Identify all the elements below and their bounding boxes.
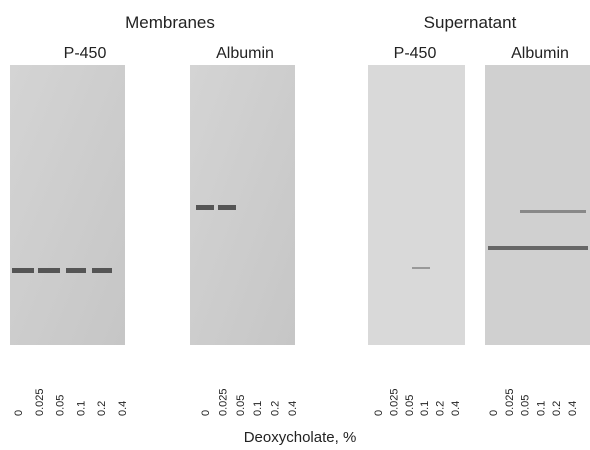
lane-label: 0 — [13, 410, 25, 416]
lane-label: 0.025 — [504, 388, 516, 416]
lane-label: 0.05 — [55, 395, 67, 416]
gel-panel — [368, 65, 465, 345]
figure: MembranesP-45000.0250.050.10.20.4Albumin… — [0, 0, 590, 450]
lane-label: 0.1 — [75, 401, 87, 416]
band — [520, 210, 586, 213]
lane-label: 0.4 — [117, 401, 129, 416]
group-title: Supernatant — [424, 13, 517, 32]
panel-label: Albumin — [216, 45, 274, 62]
panel-label: P-450 — [64, 45, 107, 62]
lane-label: 0.025 — [388, 388, 400, 416]
band — [38, 268, 60, 273]
lane-label: 0.2 — [270, 401, 282, 416]
lane-label: 0.025 — [217, 388, 229, 416]
gel-panel — [485, 65, 590, 345]
band — [196, 205, 214, 210]
lane-label: 0.2 — [435, 401, 447, 416]
lane-label: 0 — [200, 410, 212, 416]
lane-label: 0.1 — [419, 401, 431, 416]
band — [218, 205, 236, 210]
band — [92, 268, 112, 273]
lane-label: 0.2 — [551, 401, 563, 416]
band — [488, 246, 588, 250]
lane-label: 0.025 — [34, 388, 46, 416]
lane-label: 0.05 — [235, 395, 247, 416]
lane-label: 0.1 — [252, 401, 264, 416]
lane-label: 0.05 — [404, 395, 416, 416]
band — [412, 267, 430, 269]
lane-label: 0 — [488, 410, 500, 416]
group-title: Membranes — [125, 13, 215, 32]
lane-label: 0.4 — [567, 401, 579, 416]
band — [66, 268, 86, 273]
lane-label: 0.4 — [287, 401, 299, 416]
lane-label: 0.2 — [96, 401, 108, 416]
gel-panel — [10, 65, 125, 345]
lane-label: 0.4 — [450, 401, 462, 416]
x-axis-label: Deoxycholate, % — [244, 429, 357, 446]
lane-label: 0.05 — [520, 395, 532, 416]
panel-label: P-450 — [394, 45, 437, 62]
panel-label: Albumin — [511, 45, 569, 62]
lane-label: 0 — [373, 410, 385, 416]
band — [12, 268, 34, 273]
lane-label: 0.1 — [535, 401, 547, 416]
